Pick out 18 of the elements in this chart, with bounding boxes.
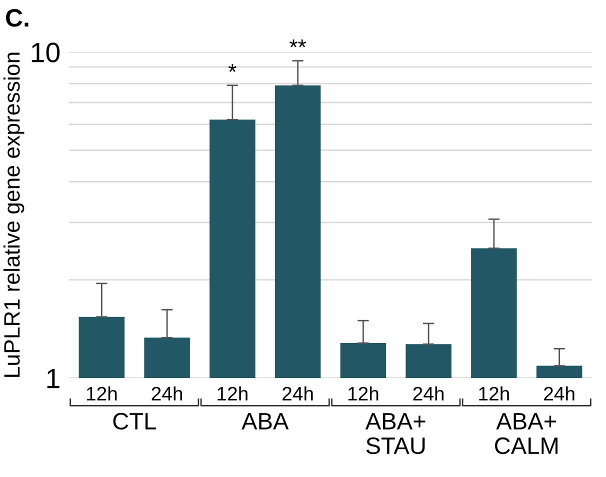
y-tick-label: 1 <box>47 368 60 388</box>
text: CTL <box>113 412 156 430</box>
text: ABA <box>242 413 289 430</box>
data-label: * <box>228 64 236 72</box>
text: ABA+ CALM <box>495 413 558 454</box>
x-tick-label: 24h <box>282 386 313 400</box>
chart-title: C. <box>6 9 28 27</box>
data-label: ** <box>290 39 306 48</box>
x-tick-label: 24h <box>413 386 444 400</box>
y-tick-label: 10 <box>32 42 60 62</box>
text: ABA+ STAU <box>365 413 426 454</box>
x-tick-label: 24h <box>152 386 182 400</box>
x-tick-label: 12h <box>86 386 117 400</box>
x-tick-label: 12h <box>348 386 378 400</box>
x-tick-label: 12h <box>479 386 509 400</box>
y-axis-title: LuPLR1 relative gene expression <box>4 52 24 377</box>
x-tick-label: 12h <box>218 386 248 400</box>
x-tick-label: 24h <box>544 386 574 400</box>
